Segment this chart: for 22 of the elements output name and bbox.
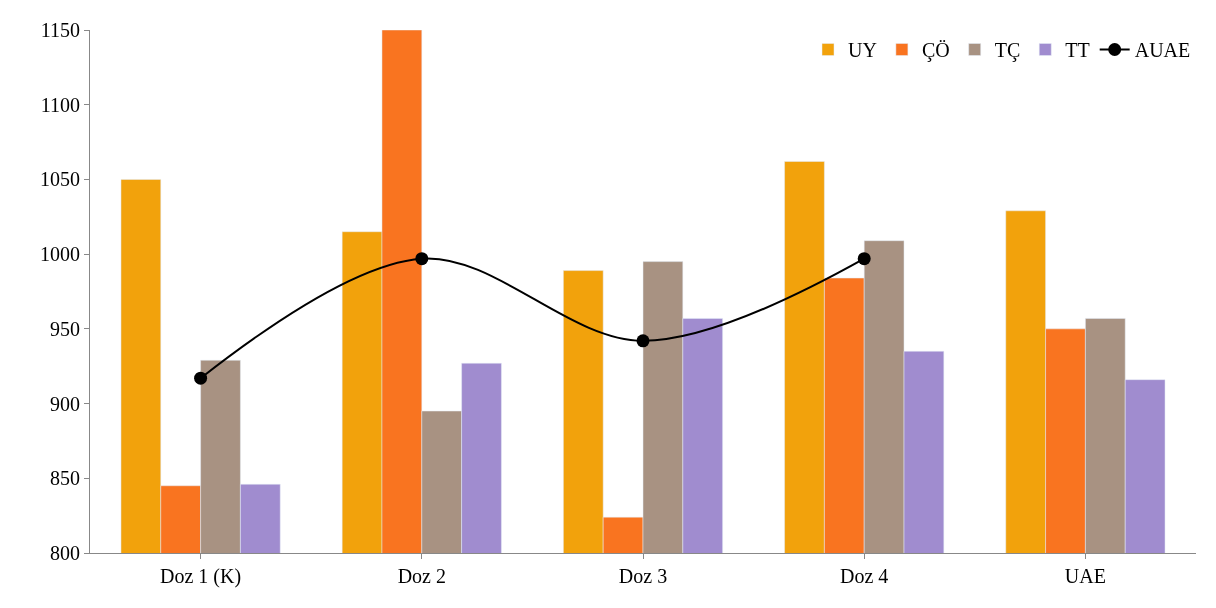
x-tick-label: Doz 2 [397, 565, 446, 587]
y-tick-label: 900 [50, 392, 80, 415]
legend-label: TT [1065, 39, 1090, 62]
x-tick-label: Doz 4 [840, 565, 889, 587]
y-tick-label: 1000 [40, 243, 80, 266]
legend-label: ÇÖ [921, 39, 950, 63]
point [415, 252, 429, 266]
x-tick-label: UAE [1064, 565, 1106, 587]
point [194, 371, 208, 385]
legend-label: TÇ [994, 39, 1021, 63]
x-tick-label: Doz 1 (K) [160, 565, 242, 588]
y-tick-label: 1100 [40, 93, 80, 116]
y-tick-label: 800 [50, 542, 80, 564]
x-tick-label: Doz 3 [618, 565, 668, 587]
point [857, 252, 871, 266]
legend-label: UY [848, 39, 877, 62]
y-tick-label: 1050 [40, 168, 80, 191]
y-tick-label: 850 [50, 467, 80, 490]
point [636, 334, 650, 348]
y-tick-label: 950 [50, 317, 80, 340]
y-tick-label: 1150 [40, 19, 80, 41]
legend-label: AUAE [1134, 39, 1191, 62]
